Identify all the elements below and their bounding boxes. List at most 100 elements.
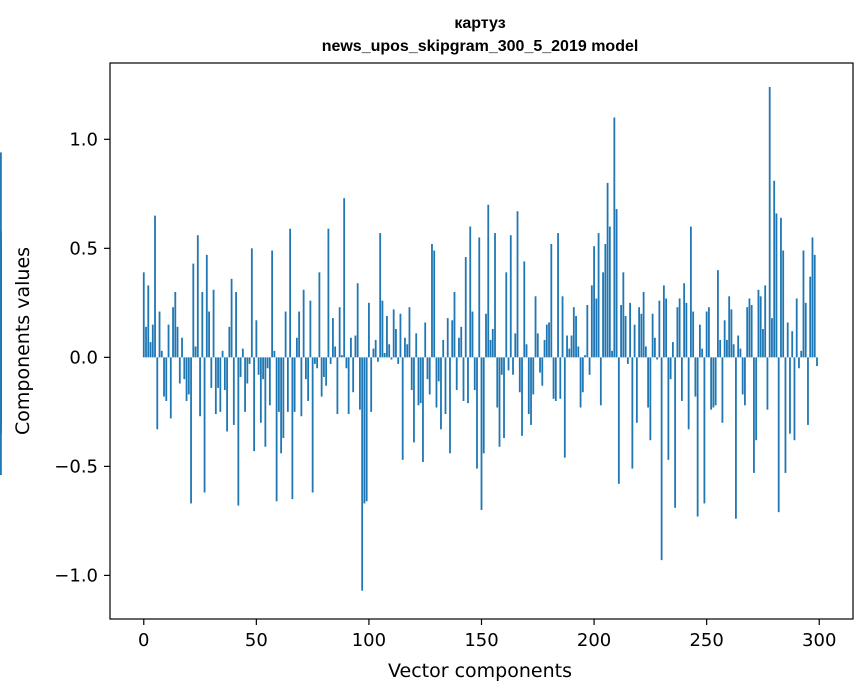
bar-154 [489,339,492,358]
bar-33 [217,357,219,388]
bar-42 [237,357,240,506]
bar-147 [473,357,476,391]
bar-2 [147,285,150,358]
bar-217 [631,357,634,469]
bar-274 [759,296,762,358]
bar-198 [588,357,591,375]
bar-296 [809,276,812,358]
bar-99 [365,357,368,502]
bar-165 [514,333,517,358]
bar-149 [478,237,481,358]
y-tick-label: 0.5 [69,238,98,259]
bar-161 [505,272,508,358]
bar-280 [773,180,776,358]
bar-54 [264,357,267,447]
bar-24 [196,235,199,358]
bar-37 [226,357,228,432]
bar-124 [422,357,424,463]
bar-263 [735,357,737,519]
bar-255 [717,270,719,358]
bar-70 [300,357,303,417]
bar-258 [723,320,726,358]
bar-81 [325,357,328,386]
bar-269 [748,298,751,358]
bar-95 [356,283,359,358]
bar-256 [719,339,722,358]
x-axis-ticks: 0 50 100 150 200 250 300 [138,619,836,651]
bar-3 [149,342,152,358]
bar-13 [172,307,174,358]
bar-23 [194,346,197,358]
bar-276 [764,285,767,358]
bar-158 [498,357,501,447]
bar-181 [550,243,553,358]
bar-290 [795,298,798,358]
bar-286 [786,322,789,358]
bar-10 [165,357,168,401]
bar-34 [219,357,222,412]
bar-38 [228,326,231,358]
bar-66 [291,357,294,500]
bar-90 [345,357,348,369]
bar-243 [689,226,692,358]
bar-136 [449,357,451,454]
bar-150 [480,357,483,510]
bar-291 [798,357,800,369]
bar-260 [728,296,731,358]
bar-138 [453,291,456,358]
bar-141 [460,326,463,358]
bar-289 [793,357,796,441]
bar-16 [178,357,181,384]
bar-188 [566,335,568,358]
bar-129 [433,250,436,358]
bar-270 [750,305,753,358]
bar-294 [804,302,807,358]
bar-180 [548,322,550,358]
chart-title: картуз [454,15,505,32]
y-axis-label: Components values [12,247,34,435]
bar-41 [235,291,237,358]
bar-93 [352,357,355,393]
bar-179 [545,324,548,358]
bar-98 [363,357,366,504]
bar-39 [230,278,233,358]
bar-47 [248,357,251,364]
bar-228 [656,357,659,360]
bar-272 [755,357,758,441]
bar-288 [791,331,794,358]
bar-195 [581,357,584,393]
bar-101 [370,357,373,412]
bar-246 [696,357,699,517]
x-tick-label: 50 [245,630,268,651]
bar-193 [577,346,580,358]
bar-108 [386,315,388,358]
bar-284 [782,250,785,358]
bar-155 [491,329,494,358]
bar-97 [361,357,364,591]
bar-251 [708,307,710,358]
bar-113 [397,357,400,364]
bar-131 [437,357,440,382]
bar-231 [662,285,665,358]
y-tick-label: 0.0 [69,347,98,368]
x-tick-label: 0 [138,630,149,651]
bar-203 [599,357,602,406]
bar-68 [295,337,298,358]
bar-139 [455,357,458,391]
bar-169 [523,261,526,358]
bar-192 [575,315,577,358]
bar-100 [368,302,370,358]
bar-234 [669,357,672,380]
bar-144 [467,357,469,404]
bar-170 [525,344,528,358]
bar-185 [559,357,562,399]
bar-189 [568,348,571,358]
bar-51 [257,357,260,375]
bar-197 [586,305,589,358]
bar-22 [192,263,195,358]
bar-49 [253,357,255,452]
bar-273 [757,289,760,358]
bar-84 [332,318,334,358]
